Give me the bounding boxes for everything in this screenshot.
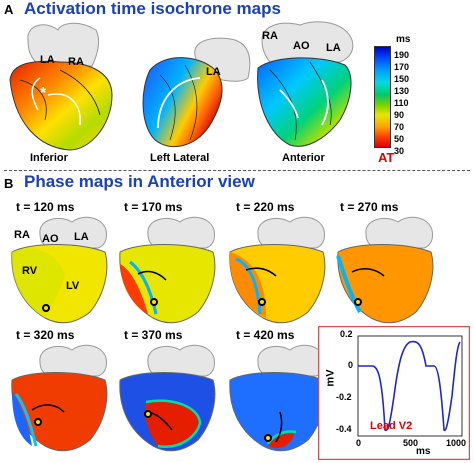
legend-tick: 30 — [394, 146, 405, 156]
view-label-left-lateral: Left Lateral — [150, 152, 210, 164]
inferior-ra-label: RA — [68, 56, 84, 68]
left-lateral-heart — [142, 37, 251, 148]
ecg-inset — [318, 326, 470, 460]
phase-map-hearts — [11, 216, 434, 452]
anterior-ao-label: AO — [293, 40, 310, 52]
legend-color-bar — [374, 46, 391, 148]
ecg-ytick: -0.2 — [336, 392, 352, 402]
view-label-anterior: Anterior — [282, 152, 325, 164]
ecg-plot-area — [357, 335, 463, 437]
ecg-trace — [358, 340, 461, 432]
legend-tick: 110 — [394, 98, 409, 108]
ecg-xtick: 500 — [403, 438, 419, 448]
ecg-xlabel: ms — [416, 446, 431, 457]
la-label: LA — [74, 231, 89, 243]
ecg-xtick: 0 — [356, 438, 362, 448]
lateral-la-label: LA — [206, 66, 221, 78]
isochrone-hearts: * — [9, 21, 354, 151]
time-label: t = 370 ms — [124, 328, 183, 342]
legend-tick: 190 — [394, 50, 410, 60]
svg-text:*: * — [40, 85, 47, 102]
legend-at-label: AT — [378, 150, 395, 165]
phase-heart-120 — [11, 216, 108, 324]
ra-label: RA — [14, 229, 30, 241]
legend-unit: ms — [396, 34, 411, 45]
section-divider — [4, 170, 470, 171]
legend-tick: 70 — [394, 122, 405, 132]
ecg-ytick: 0 — [348, 360, 354, 370]
time-label: t = 220 ms — [236, 200, 295, 214]
legend-tick: 170 — [394, 62, 410, 72]
phase-heart-220 — [229, 216, 326, 324]
phase-heart-270 — [336, 216, 434, 324]
rv-label: RV — [22, 265, 38, 277]
panel-a-title: Activation time isochrone maps — [24, 0, 281, 18]
inferior-la-label: LA — [40, 54, 55, 66]
legend-tick: 50 — [394, 134, 405, 144]
ao-label: AO — [42, 233, 59, 245]
legend-tick: 130 — [394, 86, 410, 96]
phase-heart-170 — [119, 216, 216, 324]
panel-b-letter: B — [4, 176, 14, 191]
ecg-lead-label: Lead V2 — [370, 420, 413, 432]
legend-tick: 150 — [394, 74, 410, 84]
time-label: t = 420 ms — [236, 328, 295, 342]
view-label-inferior: Inferior — [30, 152, 68, 164]
phase-heart-420 — [229, 344, 326, 452]
lv-label: LV — [66, 280, 80, 292]
time-label: t = 270 ms — [340, 200, 399, 214]
ecg-ylabel: mV — [324, 369, 337, 387]
legend-tick: 90 — [394, 110, 405, 120]
phase-heart-320 — [11, 344, 108, 452]
time-label: t = 120 ms — [16, 200, 75, 214]
ecg-ytick: -0.4 — [336, 424, 352, 434]
phase-heart-370 — [119, 344, 216, 452]
anterior-la-label: LA — [326, 42, 341, 54]
anterior-ra-label: RA — [262, 30, 278, 42]
inferior-heart: * — [9, 22, 113, 151]
panel-a-letter: A — [4, 2, 14, 17]
panel-b-title: Phase maps in Anterior view — [24, 172, 255, 191]
ecg-ytick: 0.2 — [340, 329, 353, 339]
anterior-heart — [257, 21, 354, 147]
time-label: t = 320 ms — [16, 328, 75, 342]
time-label: t = 170 ms — [124, 200, 183, 214]
ecg-xtick: 1000 — [446, 438, 467, 448]
